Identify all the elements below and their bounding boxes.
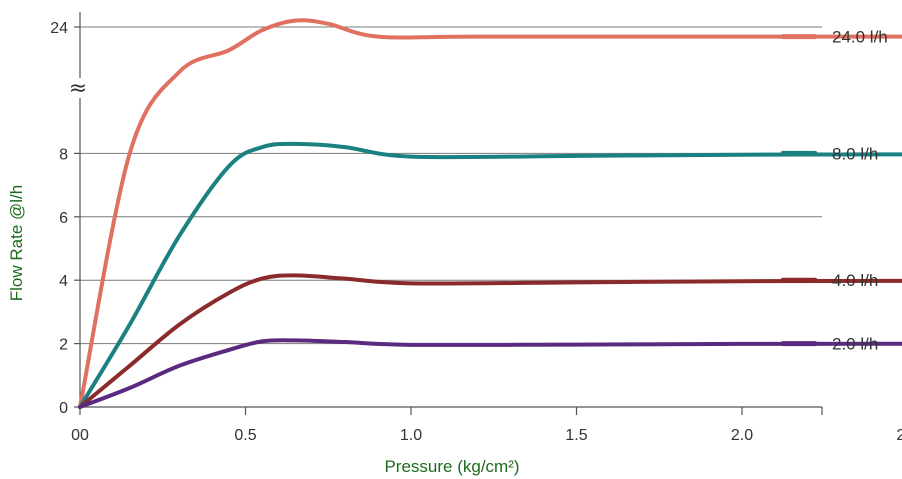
legend-label-2: 4.0 l/h bbox=[832, 271, 878, 290]
legend-label-1: 8.0 l/h bbox=[832, 144, 878, 163]
axes: ≈ bbox=[69, 12, 822, 408]
x-tick-label-1: 1.0 bbox=[400, 427, 422, 444]
series-line-1 bbox=[78, 141, 902, 409]
series-lines bbox=[78, 18, 902, 409]
legend-label-0: 24.0 l/h bbox=[832, 28, 888, 47]
axis-break-icon: ≈ bbox=[69, 76, 87, 101]
grid-lines bbox=[80, 26, 822, 345]
y-tick-label-4: 4 bbox=[59, 273, 68, 290]
x-tick-label-1.5: 1.5 bbox=[565, 427, 587, 444]
series-line-0 bbox=[78, 18, 902, 409]
y-tick-label-2: 2 bbox=[59, 337, 68, 354]
x-tick-label-2.5: 2.5 bbox=[896, 427, 902, 444]
series-line-2 bbox=[78, 273, 902, 409]
y-tick-label-8: 8 bbox=[59, 146, 68, 163]
legend-label-3: 2.0 l/h bbox=[832, 335, 878, 354]
x-tick-label-2: 2.0 bbox=[731, 427, 753, 444]
y-tick-label-0: 0 bbox=[59, 400, 68, 417]
x-ticks: 000.51.01.52.02.53.03.54.0 bbox=[71, 407, 902, 444]
legend: 24.0 l/h 8.0 l/h 4.0 l/h 2.0 l/h bbox=[780, 28, 888, 354]
y-axis-title: Flow Rate @l/h bbox=[7, 185, 26, 301]
x-tick-label-0: 00 bbox=[71, 427, 89, 444]
axis-break-symbol: ≈ bbox=[69, 76, 87, 101]
x-axis-title: Pressure (kg/cm²) bbox=[384, 457, 519, 476]
y-tick-label-6: 6 bbox=[59, 210, 68, 227]
y-tick-label-24: 24 bbox=[50, 20, 68, 37]
x-tick-label-0.5: 0.5 bbox=[234, 427, 256, 444]
series-line-3 bbox=[78, 338, 902, 409]
